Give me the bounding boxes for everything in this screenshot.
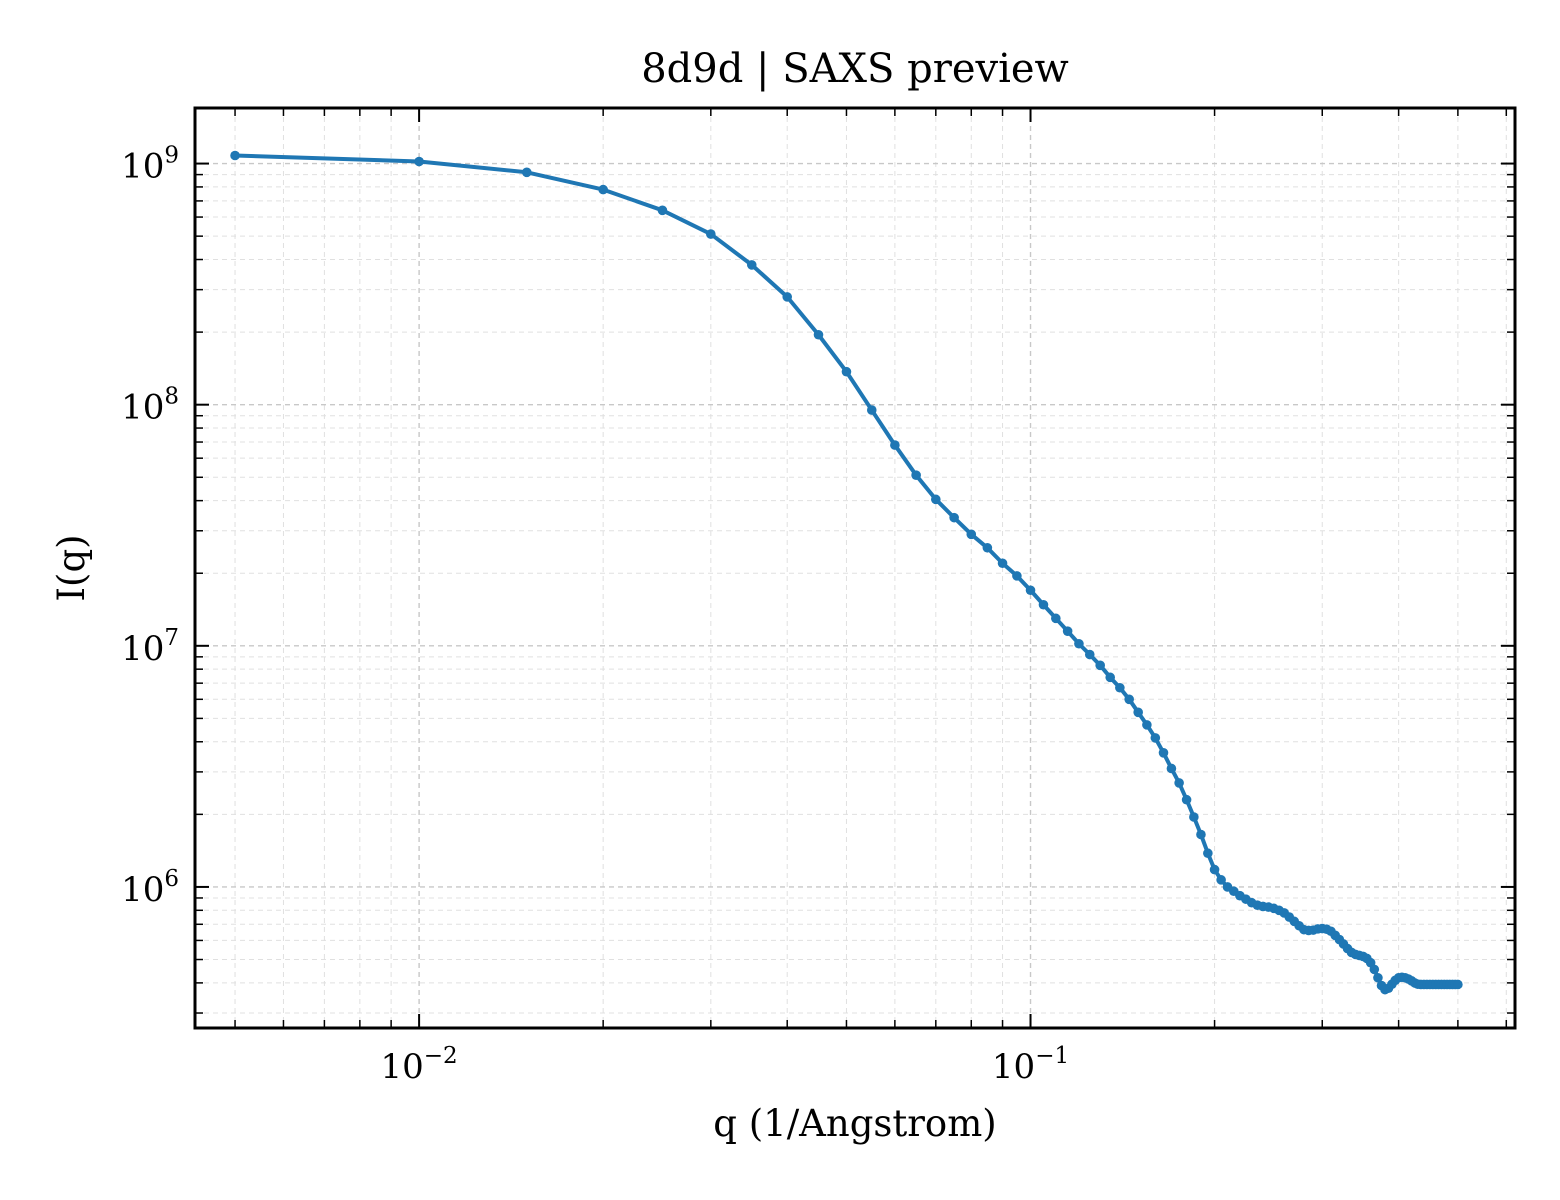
data-point [1166, 763, 1177, 774]
data-point [1209, 864, 1220, 875]
y-tick-label: 107 [121, 625, 179, 669]
data-point [1051, 613, 1061, 624]
data-point [1142, 720, 1152, 730]
data-point [1038, 599, 1049, 610]
x-axis-label: q (1/Angstrom) [713, 1102, 996, 1145]
data-point [1158, 748, 1169, 758]
data-point [1181, 794, 1192, 805]
data-point [1453, 979, 1463, 990]
y-axis-label: I(q) [50, 534, 93, 601]
axis-ticks [195, 108, 1515, 1028]
data-point [598, 184, 608, 195]
data-point [1369, 964, 1380, 975]
data-point [782, 292, 793, 302]
plot-frame [193, 106, 1517, 1030]
data-point [706, 229, 716, 239]
data-point [866, 405, 877, 415]
data-point [1105, 672, 1116, 683]
data-point [1025, 585, 1036, 596]
data-point [966, 529, 977, 540]
data-point [1216, 875, 1226, 885]
x-tick-label: 10−1 [992, 1043, 1069, 1087]
data-point [1150, 733, 1161, 743]
data-point [1189, 812, 1199, 822]
data-point [1084, 649, 1095, 660]
data-point [911, 470, 921, 481]
data-point [1373, 972, 1383, 983]
data-point [1115, 682, 1125, 693]
data-point [982, 542, 993, 553]
data-point [521, 167, 532, 178]
data-point [949, 512, 959, 523]
y-tick-label: 108 [121, 384, 179, 428]
data-point [1174, 778, 1184, 788]
data-point [890, 440, 900, 450]
y-tick-label: 109 [121, 143, 179, 187]
data-point [997, 558, 1008, 569]
data-point [1196, 829, 1206, 840]
x-tick-label: 10−2 [381, 1043, 458, 1087]
data-point [1133, 707, 1143, 718]
data-point [1203, 848, 1213, 859]
data-point [931, 494, 941, 505]
data-point [1124, 694, 1134, 705]
data-point [414, 156, 424, 167]
series-layer [230, 150, 1463, 995]
data-point [1095, 660, 1105, 671]
chart-title: 8d9d | SAXS preview [641, 46, 1069, 92]
data-point [841, 366, 852, 377]
data-point [1012, 571, 1022, 581]
data-point [813, 329, 824, 340]
data-point [657, 205, 668, 216]
data-point [1074, 638, 1084, 649]
tick-labels: 10−2 10−1 106 107 108 109 [121, 143, 1069, 1087]
data-point [230, 150, 240, 161]
data-point [1062, 626, 1073, 636]
y-tick-label: 106 [121, 866, 179, 910]
data-point [746, 260, 757, 270]
